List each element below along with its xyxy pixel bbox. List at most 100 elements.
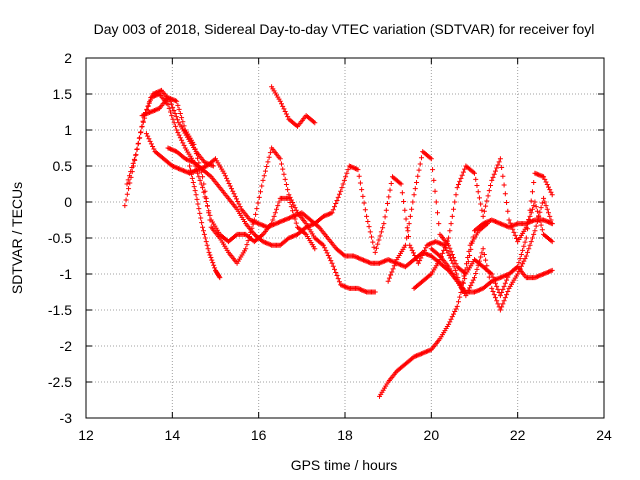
data-point [529, 189, 535, 195]
data-point [336, 279, 342, 285]
data-point [533, 204, 539, 210]
x-tick-label: 22 [510, 427, 526, 443]
data-point [505, 288, 511, 294]
data-point [196, 206, 202, 212]
data-point [448, 248, 454, 254]
data-point [494, 298, 500, 304]
y-tick-label: -2.5 [48, 374, 72, 390]
data-point [484, 198, 490, 204]
data-point [406, 221, 412, 227]
data-point [497, 293, 503, 299]
data-point [404, 225, 410, 231]
data-point [454, 185, 460, 191]
data-point [484, 263, 490, 269]
data-point [370, 239, 376, 245]
data-point [458, 290, 464, 296]
data-point [431, 177, 437, 183]
data-point [355, 167, 361, 173]
data-point [502, 191, 508, 197]
data-point [369, 234, 375, 240]
data-point [245, 238, 251, 244]
data-point [328, 258, 334, 264]
data-point [448, 221, 454, 227]
data-point [547, 187, 553, 193]
data-point [542, 176, 548, 182]
data-point [364, 213, 370, 219]
data-point [230, 188, 236, 194]
data-point [416, 167, 422, 173]
data-point [136, 135, 142, 141]
data-point [401, 198, 407, 204]
data-point [366, 224, 372, 230]
data-point [441, 247, 447, 253]
data-point [479, 207, 485, 213]
data-point [197, 177, 203, 183]
data-point [334, 197, 340, 203]
data-point [532, 199, 538, 205]
series-track-5 [165, 145, 490, 291]
data-point [312, 246, 318, 252]
data-point [522, 239, 528, 245]
data-point [410, 199, 416, 205]
data-point [281, 171, 287, 177]
data-point [180, 119, 186, 125]
data-point [231, 191, 237, 197]
data-point [226, 180, 232, 186]
data-point [124, 191, 130, 197]
data-point [454, 271, 460, 277]
data-point [489, 177, 495, 183]
data-point [389, 269, 395, 275]
data-point [388, 272, 394, 278]
data-point [373, 245, 379, 251]
data-point [192, 188, 198, 194]
data-point [411, 192, 417, 198]
data-point [457, 294, 463, 300]
data-point [343, 174, 349, 180]
data-point [521, 258, 527, 264]
data-point [516, 268, 522, 274]
data-point [191, 141, 197, 147]
data-point [402, 207, 408, 213]
data-point [189, 175, 195, 181]
data-point [286, 192, 292, 198]
data-point [450, 260, 456, 266]
data-point [293, 207, 299, 213]
data-point [476, 195, 482, 201]
data-point [282, 108, 288, 114]
data-point [501, 182, 507, 188]
data-point [210, 260, 216, 266]
data-point [464, 290, 470, 296]
data-point [447, 228, 453, 234]
data-point [483, 257, 489, 263]
data-point [211, 262, 217, 268]
data-point [496, 159, 502, 165]
data-point [227, 183, 233, 189]
data-point [485, 268, 491, 274]
data-point [428, 156, 434, 162]
data-point [195, 201, 201, 207]
data-point [194, 196, 200, 202]
data-point [418, 255, 424, 261]
data-point [290, 200, 296, 206]
data-point [292, 205, 298, 211]
data-point [527, 242, 533, 248]
data-point [543, 179, 549, 185]
data-point [546, 184, 551, 190]
data-point [436, 221, 442, 227]
data-point [497, 156, 503, 162]
data-point [486, 188, 492, 194]
data-point [449, 213, 455, 219]
data-point [474, 183, 480, 189]
data-point [123, 197, 129, 203]
data-point [547, 213, 553, 219]
data-point [173, 114, 179, 120]
data-point [443, 245, 449, 251]
data-point [146, 100, 152, 106]
data-point [417, 258, 423, 264]
data-point [277, 98, 283, 104]
data-point [533, 223, 539, 229]
data-point [458, 175, 464, 181]
data-point [193, 192, 199, 198]
data-point [260, 177, 266, 183]
